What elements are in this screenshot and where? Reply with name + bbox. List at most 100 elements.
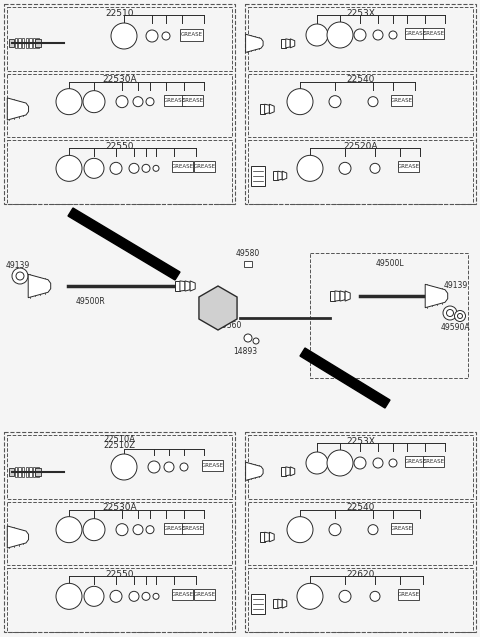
Text: 49139: 49139 <box>6 261 30 269</box>
Bar <box>248 502 473 565</box>
Polygon shape <box>264 104 269 114</box>
Circle shape <box>389 31 397 39</box>
Text: GREASE: GREASE <box>391 526 412 531</box>
Bar <box>248 435 473 499</box>
Polygon shape <box>282 599 287 608</box>
Circle shape <box>83 90 105 113</box>
Bar <box>9 39 14 47</box>
Circle shape <box>373 30 383 40</box>
Bar <box>33 468 36 477</box>
Polygon shape <box>260 532 264 542</box>
Text: GREASE: GREASE <box>164 526 185 531</box>
Text: 22510A: 22510A <box>104 434 135 443</box>
Bar <box>7 502 232 565</box>
Circle shape <box>142 592 150 600</box>
Polygon shape <box>7 526 28 548</box>
Circle shape <box>153 166 159 171</box>
Bar <box>391 95 412 106</box>
Text: GREASE: GREASE <box>164 97 185 103</box>
Text: 22510Z: 22510Z <box>104 441 135 450</box>
Text: GREASE: GREASE <box>405 31 427 36</box>
Circle shape <box>327 22 353 48</box>
Bar <box>14 468 17 477</box>
Polygon shape <box>185 281 190 291</box>
Bar <box>29 38 32 48</box>
Bar <box>182 95 203 106</box>
Text: 22540: 22540 <box>346 503 375 512</box>
Circle shape <box>329 96 341 108</box>
Polygon shape <box>281 467 286 476</box>
Circle shape <box>297 583 323 610</box>
Circle shape <box>110 162 122 175</box>
Bar <box>164 523 185 534</box>
Circle shape <box>110 590 122 603</box>
Bar <box>202 460 223 471</box>
Polygon shape <box>264 532 269 542</box>
Polygon shape <box>28 275 51 297</box>
Bar <box>251 166 265 185</box>
Text: GREASE: GREASE <box>193 592 216 598</box>
Circle shape <box>162 32 170 40</box>
Circle shape <box>111 454 137 480</box>
Text: GREASE: GREASE <box>397 164 420 169</box>
Circle shape <box>129 591 139 601</box>
Polygon shape <box>425 284 448 308</box>
Circle shape <box>368 525 378 534</box>
Text: GREASE: GREASE <box>193 164 216 169</box>
Circle shape <box>84 159 104 178</box>
Polygon shape <box>7 98 28 120</box>
Polygon shape <box>330 291 335 301</box>
Circle shape <box>111 23 137 49</box>
Circle shape <box>327 450 353 476</box>
Circle shape <box>83 519 105 541</box>
Polygon shape <box>286 39 290 48</box>
Circle shape <box>287 89 313 115</box>
Circle shape <box>457 313 463 318</box>
Bar <box>18 38 21 48</box>
Circle shape <box>354 457 366 469</box>
Polygon shape <box>246 34 263 52</box>
Circle shape <box>164 462 174 472</box>
Bar <box>36 38 39 48</box>
Circle shape <box>56 583 82 610</box>
Text: 49500R: 49500R <box>75 296 105 306</box>
Bar <box>405 456 426 467</box>
Bar <box>18 468 21 477</box>
Bar <box>398 589 419 600</box>
Circle shape <box>116 96 128 108</box>
Circle shape <box>16 272 24 280</box>
Bar <box>194 161 215 173</box>
Polygon shape <box>269 104 274 114</box>
Circle shape <box>133 97 143 106</box>
Text: 22530A: 22530A <box>102 503 137 512</box>
Bar <box>423 456 444 467</box>
Circle shape <box>129 163 139 173</box>
Polygon shape <box>300 348 390 408</box>
Text: 22520A: 22520A <box>343 142 378 151</box>
Text: 49560: 49560 <box>218 322 242 331</box>
Text: 22540: 22540 <box>346 75 375 84</box>
Polygon shape <box>273 599 278 608</box>
Text: 49590A: 49590A <box>440 324 470 333</box>
Polygon shape <box>68 208 180 280</box>
Polygon shape <box>273 171 278 180</box>
Bar <box>7 7 232 71</box>
Circle shape <box>133 525 143 534</box>
Bar <box>7 435 232 499</box>
Text: GREASE: GREASE <box>397 592 420 598</box>
Text: GREASE: GREASE <box>171 592 193 598</box>
Bar <box>182 523 203 534</box>
Circle shape <box>146 526 154 534</box>
Circle shape <box>370 163 380 173</box>
Polygon shape <box>335 291 340 301</box>
Bar <box>7 74 232 138</box>
Text: 49500L: 49500L <box>376 259 404 269</box>
Circle shape <box>12 268 28 284</box>
Bar <box>14 38 17 48</box>
Circle shape <box>339 590 351 603</box>
Bar <box>164 95 185 106</box>
Text: GREASE: GREASE <box>202 463 224 468</box>
Polygon shape <box>190 281 195 291</box>
Polygon shape <box>199 286 237 330</box>
Bar <box>194 589 215 600</box>
